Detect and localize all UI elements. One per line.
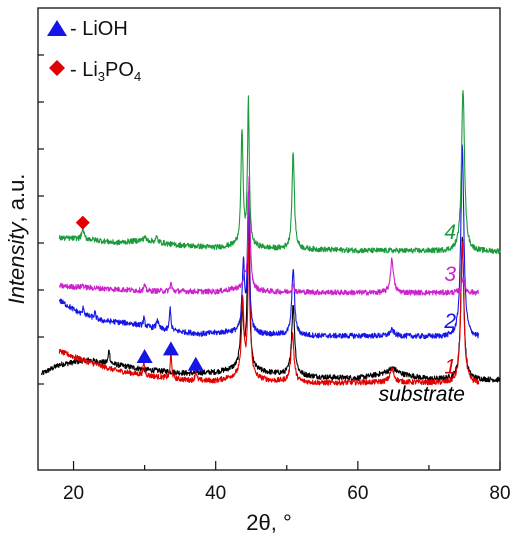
series-label-substrate: substrate bbox=[379, 383, 465, 406]
lioh-peak-marker bbox=[136, 349, 153, 364]
legend-li3po4-prefix: - Li bbox=[70, 59, 98, 81]
x-axis-title: 2θ, ° bbox=[246, 510, 292, 535]
legend-lioh-triangle-marker bbox=[47, 20, 67, 36]
legend: - LiOH - Li3PO4 bbox=[47, 18, 141, 84]
series-label-3: 3 bbox=[444, 263, 456, 286]
y-minor-ticks bbox=[38, 54, 44, 385]
series-label-1: 1 bbox=[444, 355, 456, 378]
series-label-2: 2 bbox=[443, 310, 456, 333]
x-tick-label: 20 bbox=[63, 483, 84, 504]
series-line-3 bbox=[58, 176, 479, 296]
series-label-4: 4 bbox=[444, 221, 456, 244]
plot-frame bbox=[37, 7, 501, 471]
y-axis-title-italic: Intensity bbox=[4, 220, 29, 304]
series-line-4 bbox=[58, 90, 501, 255]
li3po4-peak-marker bbox=[75, 215, 90, 230]
y-axis-title: Intensity, a.u. bbox=[4, 174, 29, 305]
legend-li3po4-diamond-marker bbox=[49, 60, 65, 76]
legend-li3po4-po: PO bbox=[105, 59, 134, 81]
peak-markers bbox=[75, 215, 204, 371]
lioh-peak-marker bbox=[162, 341, 179, 356]
series-labels: substrate 1 2 3 4 bbox=[379, 221, 465, 406]
x-tick-label: 40 bbox=[205, 483, 226, 504]
series-line-substrate bbox=[41, 209, 501, 383]
series-line-1 bbox=[58, 214, 480, 386]
x-tick-label: 60 bbox=[347, 483, 368, 504]
series-curves bbox=[41, 90, 501, 386]
legend-lioh-label: - LiOH bbox=[70, 18, 128, 40]
legend-li3po4-sub-4: 4 bbox=[134, 69, 141, 84]
y-axis-title-unit: , a.u. bbox=[4, 174, 29, 223]
x-tick-label: 80 bbox=[489, 483, 510, 504]
series-line-2 bbox=[58, 144, 480, 340]
lioh-peak-marker bbox=[187, 356, 204, 371]
legend-li3po4-label: - Li3PO4 bbox=[70, 59, 141, 84]
legend-li3po4-sub-3: 3 bbox=[98, 69, 105, 84]
x-axis-ticks: 20 40 60 80 bbox=[63, 461, 511, 504]
